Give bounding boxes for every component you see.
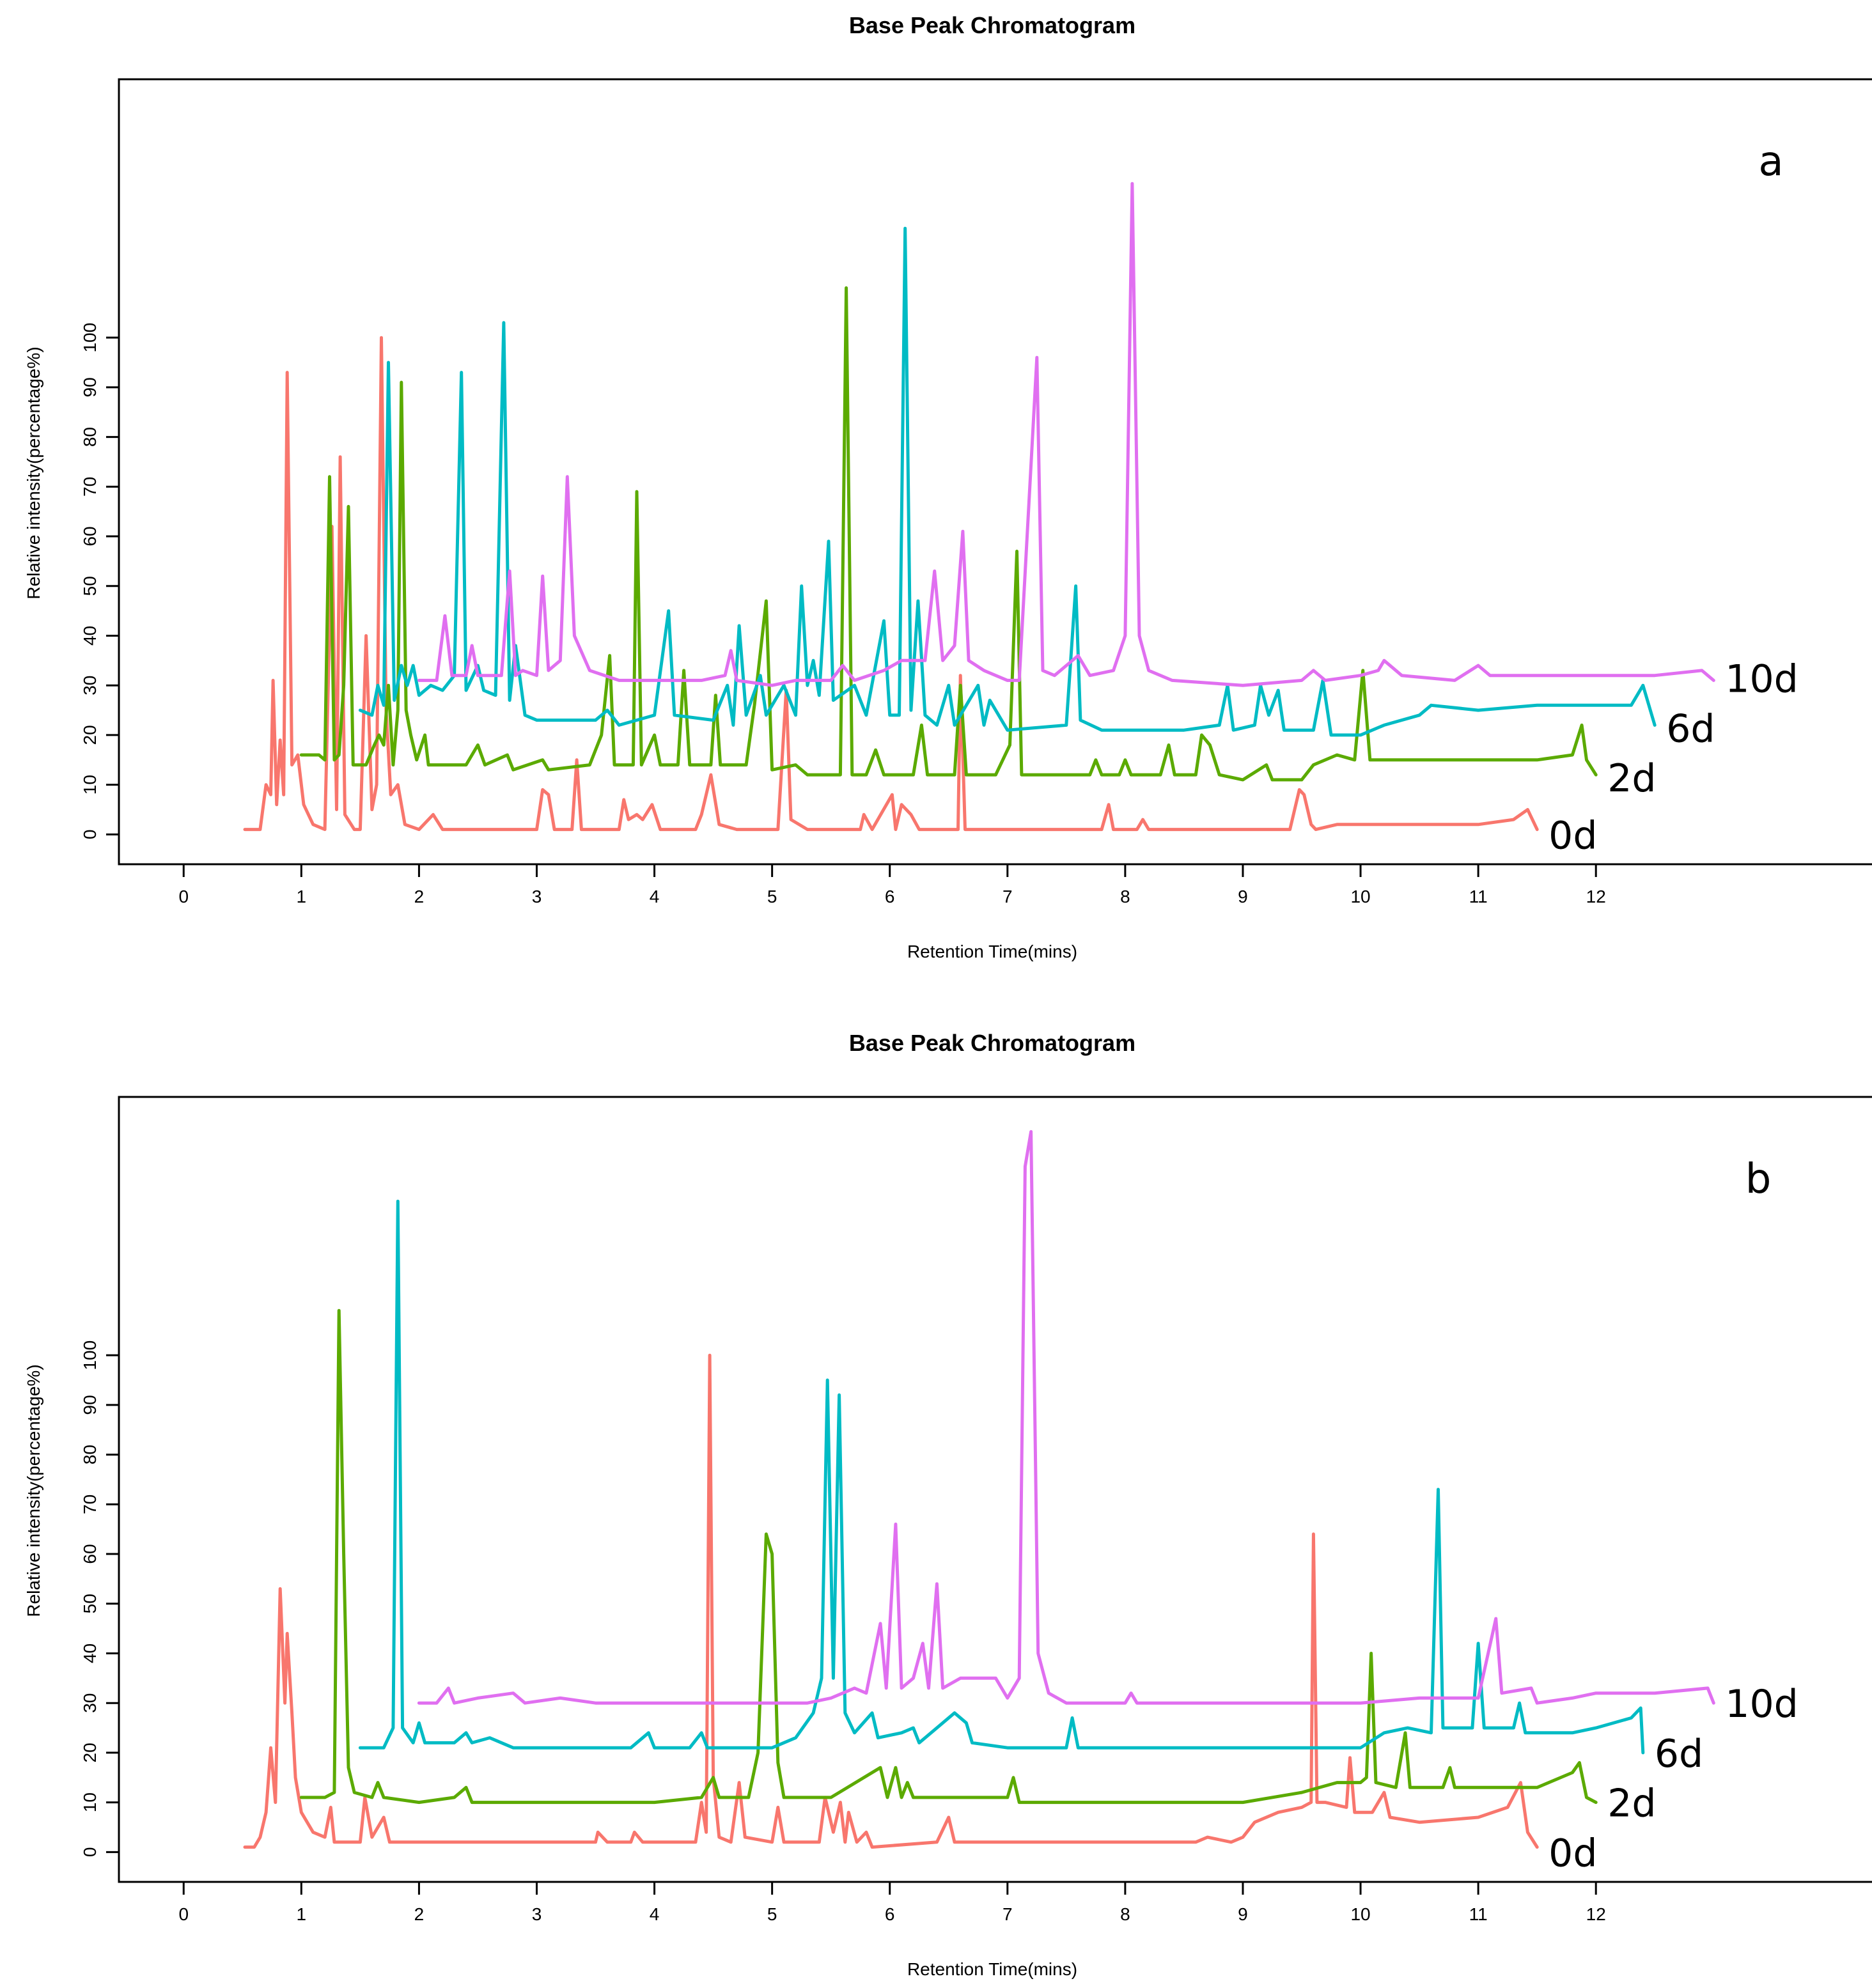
traces (243, 182, 1715, 832)
x-tick-label: 2 (414, 1904, 425, 1924)
y-tick-label: 80 (80, 1445, 100, 1464)
y-tick-label: 100 (80, 1340, 100, 1371)
panel-letter: b (1745, 1156, 1772, 1203)
x-tick-label: 3 (532, 1904, 542, 1924)
x-tick-label: 7 (1002, 887, 1013, 906)
y-axis-label: Relative intensity(percentage%) (24, 346, 43, 599)
x-tick-label: 2 (414, 887, 425, 906)
y-tick-label: 30 (80, 676, 100, 695)
x-tick-label: 12 (1586, 1904, 1606, 1924)
x-tick-label: 6 (885, 1904, 895, 1924)
panel-letter: a (1758, 138, 1783, 185)
series-line-2d (299, 286, 1598, 782)
panel-b: Base Peak Chromatogram b Retention Time(… (24, 1030, 1872, 1979)
x-tick-label: 4 (650, 887, 660, 906)
y-tick-label: 30 (80, 1693, 100, 1713)
y-tick-label: 90 (80, 1395, 100, 1415)
y-tick-label: 70 (80, 477, 100, 497)
series-line-6d (358, 226, 1657, 737)
x-tick-label: 10 (1350, 887, 1370, 906)
y-tick-label: 20 (80, 725, 100, 745)
plot-frame (118, 1096, 1872, 1883)
y-tick-label: 80 (80, 427, 100, 447)
y-tick-label: 40 (80, 626, 100, 646)
x-tick-label: 1 (297, 887, 307, 906)
y-tick-label: 60 (80, 526, 100, 546)
x-tick-label: 10 (1350, 1904, 1370, 1924)
chart-title: Base Peak Chromatogram (849, 1030, 1135, 1056)
x-tick-label: 11 (1469, 887, 1488, 906)
traces (243, 1130, 1715, 1849)
series-line-10d (417, 1130, 1715, 1705)
y-tick-label: 90 (80, 377, 100, 397)
x-ticks: 0 1 2 3 4 5 6 7 8 9 10 11 12 (178, 864, 1606, 906)
series-label-0d: 0d (1548, 813, 1597, 858)
x-tick-label: 3 (532, 887, 542, 906)
x-tick-label: 5 (767, 887, 777, 906)
x-tick-label: 9 (1238, 887, 1248, 906)
series-line-2d (299, 1309, 1598, 1805)
y-tick-label: 50 (80, 576, 100, 596)
series-label-10d: 10d (1725, 657, 1798, 702)
x-tick-label: 1 (297, 1904, 307, 1924)
x-tick-label: 6 (885, 887, 895, 906)
x-tick-label: 9 (1238, 1904, 1248, 1924)
y-tick-label: 100 (80, 323, 100, 353)
x-axis-label: Retention Time(mins) (907, 942, 1077, 961)
series-label-2d: 2d (1607, 756, 1656, 801)
x-tick-label: 8 (1120, 887, 1130, 906)
x-tick-label: 7 (1002, 1904, 1013, 1924)
series-label-6d: 6d (1655, 1732, 1703, 1776)
x-ticks: 0 1 2 3 4 5 6 7 8 9 10 11 12 (178, 1882, 1606, 1924)
series-label-6d: 6d (1666, 706, 1715, 751)
x-tick-label: 8 (1120, 1904, 1130, 1924)
chart-title: Base Peak Chromatogram (849, 12, 1135, 38)
series-line-0d (243, 1353, 1539, 1849)
y-tick-label: 10 (80, 1792, 100, 1812)
x-tick-label: 12 (1586, 887, 1606, 906)
series-line-10d (417, 182, 1715, 687)
series-label-10d: 10d (1725, 1682, 1798, 1727)
x-tick-label: 0 (178, 1904, 189, 1924)
y-tick-label: 60 (80, 1544, 100, 1564)
panel-a: Base Peak Chromatogram a Retention Time(… (24, 12, 1872, 961)
y-tick-label: 0 (80, 1847, 100, 1858)
y-tick-label: 10 (80, 775, 100, 795)
y-tick-label: 50 (80, 1594, 100, 1613)
series-label-2d: 2d (1607, 1782, 1656, 1826)
y-tick-label: 20 (80, 1743, 100, 1762)
y-ticks: 0 10 20 30 40 50 60 70 80 90 100 (80, 1340, 119, 1857)
plot-frame (118, 78, 1872, 866)
series-line-6d (358, 1199, 1645, 1755)
y-axis-label: Relative intensity(percentage%) (24, 1364, 43, 1617)
y-tick-label: 0 (80, 830, 100, 840)
x-tick-label: 4 (650, 1904, 660, 1924)
x-axis-label: Retention Time(mins) (907, 1959, 1077, 1979)
x-tick-label: 0 (178, 887, 189, 906)
x-tick-label: 11 (1469, 1904, 1488, 1924)
x-tick-label: 5 (767, 1904, 777, 1924)
y-tick-label: 70 (80, 1495, 100, 1514)
y-tick-label: 40 (80, 1643, 100, 1663)
series-label-0d: 0d (1548, 1831, 1597, 1875)
y-ticks: 0 10 20 30 40 50 60 70 80 90 100 (80, 323, 119, 839)
